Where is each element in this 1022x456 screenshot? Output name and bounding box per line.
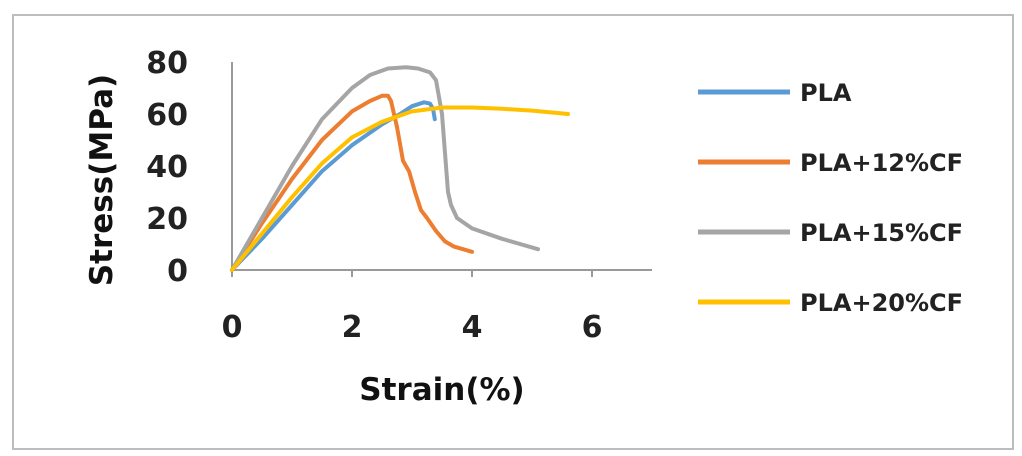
axes — [231, 62, 652, 277]
x-tick-label: 2 — [342, 310, 363, 345]
series-layer — [230, 65, 570, 272]
x-tick-label: 6 — [582, 310, 603, 345]
legend: PLA PLA+12%CF PLA+15%CF PLA+20%CF — [698, 79, 963, 317]
y-tick-label: 80 — [146, 46, 188, 81]
y-tick-label: 20 — [146, 202, 188, 237]
x-axis-title: Strain(%) — [359, 372, 524, 408]
y-tick-label: 60 — [146, 98, 188, 133]
chart-frame — [12, 14, 1014, 450]
y-tick-label: 40 — [146, 150, 188, 185]
legend-label-pla-12-cf: PLA+12%CF — [800, 149, 963, 177]
x-tick-label: 0 — [222, 310, 243, 345]
y-axis-title: Stress(MPa) — [84, 74, 120, 286]
series-line-pla-12-cf — [230, 93, 474, 272]
legend-label-pla: PLA — [800, 79, 852, 107]
series-line-pla-15-cf — [230, 65, 540, 272]
series-line-pla-20-cf — [230, 105, 570, 272]
legend-label-pla-15-cf: PLA+15%CF — [800, 219, 963, 247]
legend-label-pla-20-cf: PLA+20%CF — [800, 289, 963, 317]
y-tick-label: 0 — [167, 254, 188, 289]
x-tick-label: 4 — [462, 310, 483, 345]
